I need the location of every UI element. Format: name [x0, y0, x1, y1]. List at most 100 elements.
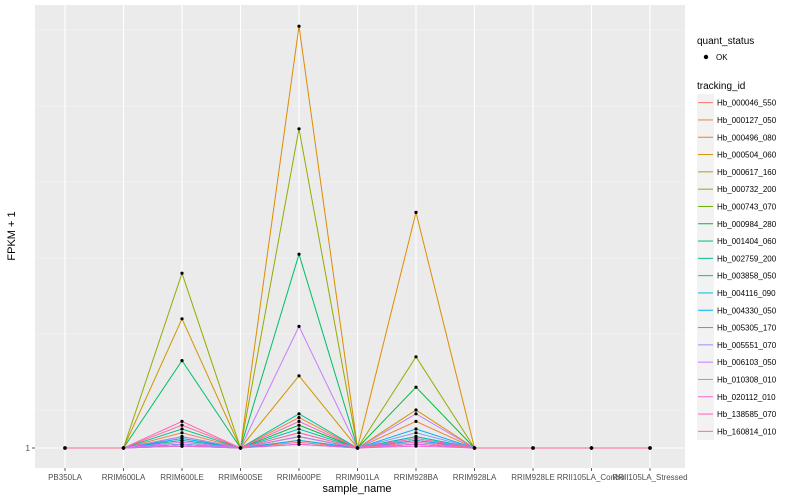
legend-tracking-title: tracking_id [697, 81, 745, 92]
data-point-Hb_160814_010 [531, 446, 535, 450]
legend-item-Hb_010308_010: Hb_010308_010 [697, 370, 777, 389]
legend-item-Hb_004330_050: Hb_004330_050 [697, 301, 777, 319]
legend-item-Hb_000127_050: Hb_000127_050 [697, 111, 777, 129]
legend-label: Hb_005305_170 [717, 324, 777, 333]
x-tick-label: RRIM928LE [511, 473, 555, 482]
legend-item-Hb_000732_200: Hb_000732_200 [697, 180, 777, 198]
legend-label: Hb_000046_550 [717, 99, 777, 108]
data-point-Hb_160814_010 [648, 446, 652, 450]
data-point-Hb_138585_070 [297, 419, 301, 423]
legend-item-Hb_003858_050: Hb_003858_050 [697, 267, 777, 285]
data-points [63, 24, 652, 450]
data-point-Hb_160814_010 [180, 423, 184, 427]
legend-label: Hb_160814_010 [717, 427, 777, 436]
data-point-Hb_000984_280 [297, 423, 301, 427]
data-point-Hb_160814_010 [297, 431, 301, 435]
data-point-Hb_002759_200 [297, 412, 301, 416]
y-axis: 1 [26, 444, 35, 453]
data-point-Hb_160814_010 [589, 446, 594, 450]
legend-item-Hb_000743_070: Hb_000743_070 [697, 197, 777, 216]
data-point-Hb_000984_280 [414, 385, 418, 389]
y-tick-label: 1 [26, 444, 31, 453]
data-point-Hb_160814_010 [238, 446, 243, 450]
data-point-Hb_000732_200 [297, 127, 301, 131]
data-point-Hb_006103_050 [297, 324, 301, 328]
data-point-Hb_000496_080 [414, 210, 418, 214]
data-point-Hb_000496_080 [297, 24, 301, 28]
data-point-Hb_160814_010 [63, 446, 67, 450]
legend-label: Hb_005551_070 [717, 341, 777, 350]
legend-label: Hb_000617_160 [717, 168, 777, 177]
grid-lines [35, 5, 685, 468]
data-point-Hb_010308_010 [180, 440, 184, 444]
data-point-Hb_006103_050 [414, 412, 418, 416]
x-tick-label: RRII105LA_Control [557, 473, 627, 482]
data-point-Hb_160814_010 [121, 446, 126, 450]
data-point-Hb_000504_060 [180, 317, 184, 321]
legend-item-Hb_005551_070: Hb_005551_070 [697, 336, 777, 354]
data-point-Hb_160814_010 [472, 446, 477, 450]
data-point-Hb_002759_200 [180, 427, 184, 431]
legend-label: Hb_010308_010 [717, 375, 777, 384]
data-point-Hb_020112_010 [297, 442, 301, 446]
legend-quant-label-ok: OK [716, 53, 728, 62]
data-point-Hb_000504_060 [297, 374, 301, 378]
data-point-Hb_006103_050 [180, 435, 184, 439]
data-point-Hb_000127_050 [180, 431, 184, 435]
panel-background [35, 5, 685, 468]
data-point-Hb_138585_070 [180, 419, 184, 423]
x-axis-title: sample_name [322, 483, 391, 495]
legend-label: Hb_004330_050 [717, 306, 777, 315]
legend-item-Hb_004116_090: Hb_004116_090 [697, 284, 776, 302]
data-point-Hb_160814_010 [414, 440, 418, 444]
legend-item-Hb_002759_200: Hb_002759_200 [697, 249, 777, 267]
data-point-Hb_001404_060 [180, 359, 184, 363]
x-tick-label: RRIM600LA [102, 473, 146, 482]
x-tick-label: PB350LA [48, 473, 82, 482]
legend-item-Hb_005305_170: Hb_005305_170 [697, 318, 777, 337]
data-point-Hb_020112_010 [180, 444, 184, 448]
data-point-Hb_004330_050 [297, 438, 301, 442]
legend-item-Hb_000046_550: Hb_000046_550 [697, 94, 777, 112]
legend-quant-key-ok [703, 54, 709, 60]
legend-label: Hb_002759_200 [717, 254, 777, 263]
x-axis: PB350LA RRIM600LA RRIM600LE RRIM600SE RRIM60… [48, 468, 688, 482]
legend-quant-status: quant_status OK [697, 36, 754, 62]
legend-label: Hb_001404_060 [717, 237, 777, 246]
data-point-Hb_001404_060 [297, 252, 301, 256]
legend-item-Hb_160814_010: Hb_160814_010 [697, 422, 777, 440]
legend-label: Hb_000127_050 [717, 116, 777, 125]
legend-label: Hb_020112_010 [717, 393, 776, 402]
legend-label: Hb_000504_060 [717, 151, 777, 160]
x-tick-label: RRII105LA_Stressed [612, 473, 687, 482]
legend-label: Hb_000743_070 [717, 202, 777, 211]
x-tick-label: RRIM600PE [277, 473, 321, 482]
x-tick-label: RRIM928BA [394, 473, 439, 482]
legend-item-Hb_000504_060: Hb_000504_060 [697, 145, 777, 164]
legend-quant-title: quant_status [697, 36, 754, 47]
legend-item-Hb_000496_080: Hb_000496_080 [697, 128, 777, 146]
legend-label: Hb_000496_080 [717, 133, 777, 142]
data-point-Hb_020112_010 [414, 444, 418, 448]
legend-label: Hb_000732_200 [717, 185, 777, 194]
data-point-Hb_010308_010 [297, 435, 301, 439]
legend-item-Hb_000984_280: Hb_000984_280 [697, 215, 777, 233]
data-point-Hb_005551_070 [414, 431, 418, 435]
x-tick-label: RRIM901LA [336, 473, 380, 482]
data-point-Hb_138585_070 [414, 436, 418, 441]
data-point-Hb_000127_050 [297, 416, 301, 420]
x-tick-label: RRIM600SE [218, 473, 262, 482]
legend-item-Hb_001404_060: Hb_001404_060 [697, 232, 777, 250]
data-point-Hb_000127_050 [414, 419, 418, 423]
legend-label: Hb_003858_050 [717, 272, 777, 281]
legend-item-Hb_138585_070: Hb_138585_070 [697, 405, 777, 423]
legend-item-Hb_020112_010: Hb_020112_010 [697, 388, 776, 406]
legend-item-Hb_000617_160: Hb_000617_160 [697, 163, 777, 181]
x-tick-label: RRIM928LA [453, 473, 497, 482]
legend-item-Hb_006103_050: Hb_006103_050 [697, 353, 777, 371]
data-point-Hb_000732_200 [180, 271, 184, 275]
y-axis-title: FPKM + 1 [6, 211, 18, 260]
legend-label: Hb_000984_280 [717, 220, 777, 229]
data-point-Hb_160814_010 [355, 446, 360, 450]
